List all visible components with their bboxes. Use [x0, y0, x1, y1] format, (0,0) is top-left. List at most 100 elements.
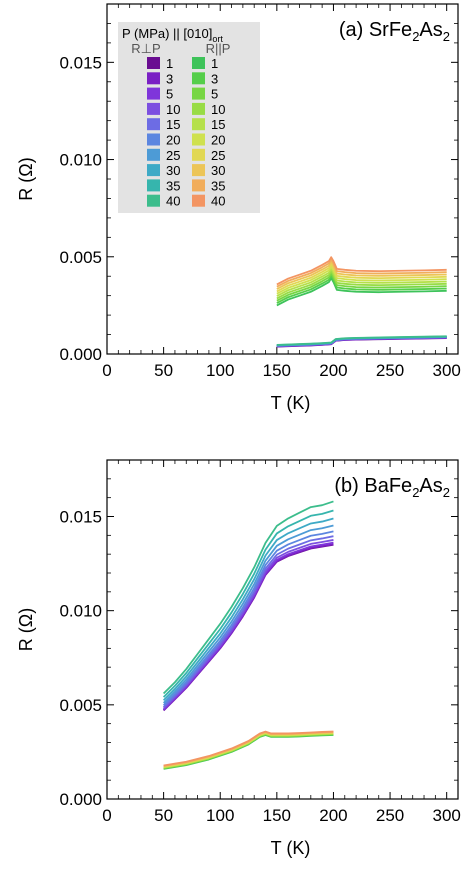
x-axis-title: T (K)	[271, 393, 311, 413]
x-tick-label: 50	[154, 806, 173, 825]
legend-label-perp: 5	[166, 87, 173, 102]
title-subscript: 2	[412, 485, 419, 500]
legend-swatch-par	[192, 87, 205, 100]
title-text: (b) BaFe	[334, 475, 412, 497]
legend-swatch-perp	[147, 87, 160, 100]
legend-label-par: 40	[211, 194, 225, 209]
legend-swatch-perp	[147, 133, 160, 146]
legend-col-header-perp: R⊥P	[131, 41, 160, 56]
x-axis-title: T (K)	[271, 838, 311, 858]
series-r-par-line-9	[163, 730, 334, 767]
panel-title: (b) BaFe2As2	[334, 475, 450, 500]
title-text: As	[419, 19, 442, 41]
legend-swatch-par	[192, 194, 205, 207]
legend-swatch-par	[192, 72, 205, 85]
series-r-par	[163, 730, 334, 770]
x-tick-label: 150	[263, 361, 291, 380]
legend-label-perp: 40	[166, 194, 180, 209]
chart-panel-a: 0 50 100 150 200 250 300 0.000 0.005 0.010 0.015 T …	[16, 3, 461, 413]
legend-label-perp: 25	[166, 148, 180, 163]
legend-swatch-perp	[147, 72, 160, 85]
series-r-par-line-1	[276, 274, 447, 304]
legend-swatch-par	[192, 102, 205, 115]
legend-label-perp: 1	[166, 56, 173, 71]
legend-label-perp: 3	[166, 71, 173, 86]
legend-col-header-par: R||P	[206, 41, 231, 56]
x-tick-label: 150	[263, 806, 291, 825]
legend-label-perp: 30	[166, 163, 180, 178]
legend-label-par: 25	[211, 148, 225, 163]
legend-swatch-par	[192, 133, 205, 146]
legend-title-subscript: ort	[212, 34, 223, 44]
title-text: (a) SrFe	[339, 19, 412, 41]
legend-label-perp: 15	[166, 117, 180, 132]
x-tick-label: 200	[319, 806, 347, 825]
legend-label-par: 15	[211, 117, 225, 132]
series-r-par-line-4	[276, 267, 447, 297]
series-r-perp-line-6	[162, 524, 334, 704]
series-r-perp-line-1	[162, 543, 334, 711]
y-axis-title: R (Ω)	[16, 608, 36, 651]
legend-label-par: 5	[211, 87, 218, 102]
title-subscript: 2	[443, 485, 450, 500]
x-tick-label: 250	[376, 361, 404, 380]
series-r-perp-line-8	[162, 509, 334, 698]
series-r-perp-line-7	[162, 517, 334, 701]
series-r-par-line-2	[276, 272, 447, 302]
plot-frame	[106, 459, 459, 800]
legend-swatch-par	[192, 57, 205, 69]
x-tick-label: 0	[102, 361, 111, 380]
legend-swatch-perp	[147, 194, 160, 207]
x-tick-label: 300	[432, 806, 460, 825]
legend-swatch-par	[192, 164, 205, 177]
chart-panel-b: 0 50 100 150 200 250 300 0.000 0.005 0.010 0.015 T …	[16, 459, 461, 858]
series-r-perp-line-9	[276, 335, 447, 346]
legend-swatch-par	[192, 118, 205, 131]
y-tick-label: 0.015	[59, 508, 102, 527]
legend-swatch-perp	[147, 164, 160, 177]
x-tick-label: 300	[432, 361, 460, 380]
series-r-par-line-7	[276, 260, 447, 290]
legend-label-par: 20	[211, 133, 225, 148]
legend-label-par: 10	[211, 102, 225, 117]
series-r-par-line-5	[276, 265, 447, 295]
legend-swatch-perp	[147, 57, 160, 69]
x-tick-label: 100	[206, 361, 234, 380]
series-r-perp-line-5	[162, 530, 334, 706]
x-tick-label: 200	[319, 361, 347, 380]
title-subscript: 2	[443, 29, 450, 44]
series-r-par-line-8	[276, 258, 447, 288]
legend-swatch-perp	[147, 118, 160, 131]
title-subscript: 2	[412, 29, 419, 44]
legend-label-par: 3	[211, 71, 218, 86]
y-tick-label: 0.000	[59, 345, 102, 364]
x-tick-label: 250	[376, 806, 404, 825]
legend-label-perp: 20	[166, 133, 180, 148]
legend-label-par: 35	[211, 178, 225, 193]
legend-label-par: 1	[211, 56, 218, 71]
x-tick-label: 0	[102, 806, 111, 825]
series-r-par-line-3	[276, 270, 447, 300]
x-tick-label: 100	[206, 806, 234, 825]
legend-swatch-perp	[147, 179, 160, 192]
series-r-perp	[162, 500, 334, 712]
series-r-par-line-9	[276, 256, 447, 286]
series-r-perp-line-2	[162, 541, 334, 711]
legend-swatch-perp	[147, 148, 160, 161]
panel-title: (a) SrFe2As2	[339, 19, 450, 44]
legend-box	[118, 22, 260, 213]
y-tick-label: 0.010	[59, 151, 102, 170]
y-tick-label: 0.005	[59, 248, 102, 267]
series-r-perp-line-9	[162, 500, 334, 695]
y-tick-label: 0.000	[59, 790, 102, 809]
title-text: As	[419, 475, 442, 497]
legend-swatch-par	[192, 179, 205, 192]
legend-swatch-perp	[147, 102, 160, 115]
series-r-perp-line-4	[162, 535, 334, 708]
legend-label-par: 30	[211, 163, 225, 178]
series-r-par-line-0	[276, 277, 447, 307]
series-r-perp-line-3	[162, 539, 334, 710]
legend-swatch-par	[192, 148, 205, 161]
